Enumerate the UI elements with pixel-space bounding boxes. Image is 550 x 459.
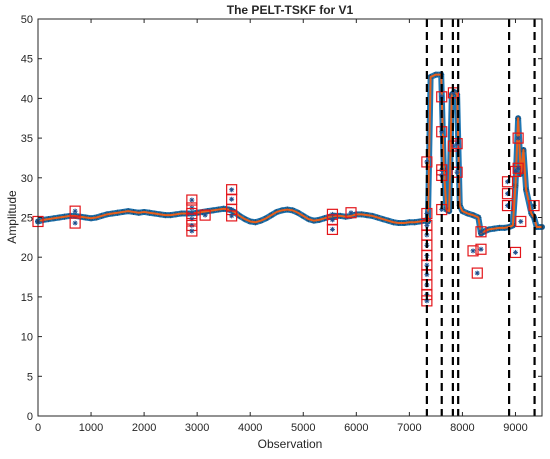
- y-tick-label: 45: [21, 54, 33, 66]
- outlier-star: [189, 216, 195, 222]
- outlier-box: [471, 267, 483, 279]
- x-tick-label: 5000: [291, 422, 315, 434]
- y-tick-label: 50: [21, 14, 33, 26]
- chart-title: The PELT-TSKF for V1: [227, 3, 354, 17]
- outlier-box: [475, 226, 487, 238]
- y-tick-label: 30: [21, 173, 33, 185]
- outlier-box: [186, 194, 198, 206]
- y-axis-ticks: 0 5 10 15 20 25 30 35 40 45 50: [21, 14, 542, 423]
- outlier-box: [501, 176, 514, 188]
- outlier-star: [189, 228, 195, 234]
- outlier-star: [72, 220, 78, 226]
- y-axis-label: Amplitude: [5, 190, 19, 244]
- outlier-star: [505, 191, 511, 197]
- outlier-star: [439, 129, 445, 135]
- outlier-box: [501, 188, 514, 200]
- outlier-star: [424, 159, 430, 165]
- outlier-star: [229, 207, 235, 213]
- outlier-star: [505, 203, 511, 209]
- outlier-star: [424, 211, 430, 217]
- y-tick-label: 0: [27, 411, 33, 423]
- outlier-box: [501, 199, 514, 212]
- x-tick-label: 9000: [503, 422, 527, 434]
- outlier-box: [512, 132, 524, 144]
- x-tick-label: 7000: [397, 422, 421, 434]
- outlier-star: [202, 212, 208, 218]
- outlier-star: [470, 248, 476, 254]
- y-tick-label: 20: [21, 252, 33, 264]
- outlier-star: [424, 262, 430, 268]
- x-tick-label: 8000: [450, 422, 474, 434]
- outlier-star: [505, 179, 511, 185]
- y-tick-label: 25: [21, 213, 33, 225]
- y-tick-label: 35: [21, 133, 33, 145]
- outlier-box: [69, 217, 81, 229]
- outlier-box: [186, 225, 198, 237]
- outlier-star: [72, 208, 78, 214]
- outlier-star: [515, 165, 521, 171]
- outlier-star: [348, 210, 354, 216]
- outlier-star: [454, 169, 460, 175]
- outlier-box: [515, 215, 527, 228]
- estimate-series-line: [37, 73, 542, 235]
- outlier-star: [329, 226, 335, 232]
- outlier-star: [450, 143, 456, 149]
- outlier-star: [512, 249, 518, 255]
- y-tick-label: 40: [21, 93, 33, 105]
- x-axis-label: Observation: [258, 437, 323, 451]
- outlier-box: [512, 162, 524, 174]
- outlier-star: [478, 246, 484, 252]
- x-tick-label: 4000: [238, 422, 262, 434]
- outlier-box: [226, 210, 238, 222]
- outlier-star: [424, 222, 430, 228]
- outlier-box: [345, 207, 357, 219]
- outlier-star: [439, 94, 445, 100]
- plot-area: [38, 19, 542, 416]
- x-tick-label: 2000: [132, 422, 156, 434]
- outlier-box: [509, 165, 522, 178]
- outlier-star: [229, 187, 235, 193]
- outlier-star: [474, 270, 480, 276]
- outlier-star: [424, 298, 430, 304]
- outlier-star: [515, 135, 521, 141]
- outlier-box: [528, 199, 540, 212]
- y-tick-label: 5: [27, 371, 33, 383]
- outlier-box: [475, 243, 487, 255]
- outlier-box: [326, 223, 339, 236]
- x-tick-label: 1000: [79, 422, 103, 434]
- outlier-star: [450, 90, 456, 96]
- outlier-star: [478, 229, 484, 235]
- outlier-star: [229, 213, 235, 219]
- x-tick-label: 0: [35, 422, 41, 434]
- changepoint-lines-layer: [425, 19, 536, 416]
- outlier-star: [439, 207, 445, 213]
- outlier-box: [509, 246, 522, 259]
- outlier-star: [518, 218, 524, 224]
- y-tick-label: 15: [21, 292, 33, 304]
- outlier-box: [467, 245, 479, 257]
- outlier-star: [512, 168, 518, 174]
- outlier-star: [424, 272, 430, 278]
- y-tick-label: 10: [21, 332, 33, 344]
- outlier-star: [189, 197, 195, 203]
- x-axis-ticks: 0 1000 2000 3000 4000 5000 6000 7000 8000 9000: [35, 19, 528, 434]
- x-tick-label: 3000: [185, 422, 209, 434]
- outlier-star: [229, 196, 235, 202]
- outlier-box: [199, 209, 211, 221]
- outlier-star: [329, 217, 335, 223]
- outlier-box: [69, 205, 81, 217]
- x-tick-label: 6000: [344, 422, 368, 434]
